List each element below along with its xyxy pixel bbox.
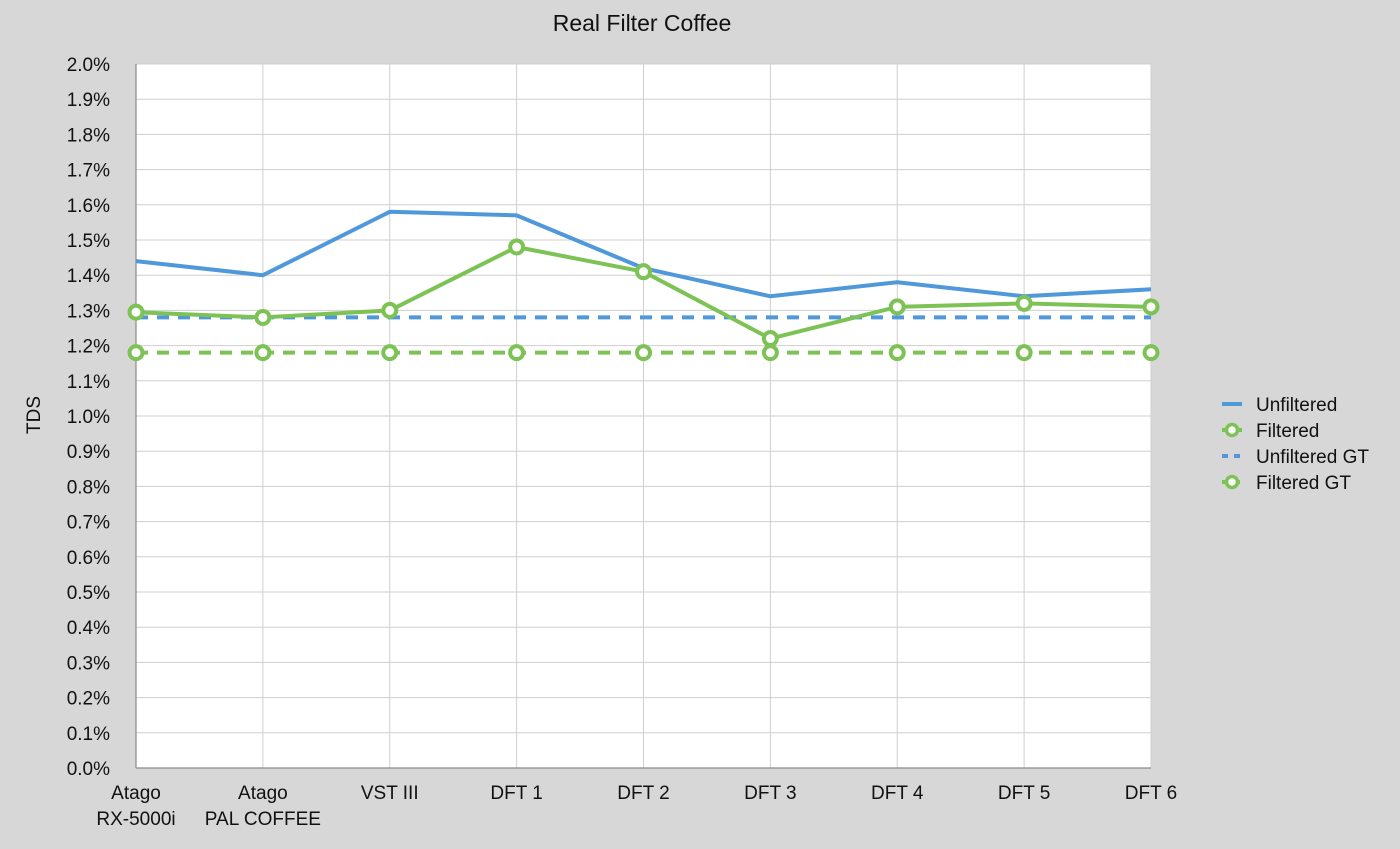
- y-tick-label: 1.0%: [67, 407, 110, 428]
- y-tick-labels: 0.0% 0.1% 0.2% 0.3% 0.4% 0.5% 0.6% 0.7% 0.8% 0.9%…: [67, 55, 110, 780]
- y-tick-label: 1.1%: [67, 372, 110, 393]
- y-tick-label: 1.8%: [67, 125, 110, 146]
- y-tick-label: 0.2%: [67, 689, 110, 710]
- y-tick-label: 1.3%: [67, 301, 110, 322]
- data-point-filtered: [508, 238, 526, 256]
- data-point-filtered-gt: [888, 344, 906, 362]
- x-tick-label: DFT 5: [998, 783, 1050, 804]
- data-point-filtered-gt: [635, 344, 652, 362]
- y-tick-label: 0.5%: [67, 583, 110, 604]
- chart-title: Real Filter Coffee: [553, 10, 732, 36]
- legend-label: Unfiltered GT: [1256, 447, 1369, 468]
- data-point-filtered: [127, 303, 145, 321]
- legend-label: Filtered: [1256, 421, 1319, 442]
- x-tick-labels: Atago RX-5000i Atago PAL COFFEE VST III DFT 1…: [96, 783, 1177, 830]
- y-axis-label: TDS: [24, 396, 45, 434]
- y-tick-label: 1.2%: [67, 337, 110, 358]
- y-tick-label: 1.4%: [67, 266, 110, 287]
- x-tick-label: DFT 2: [617, 783, 669, 804]
- y-tick-label: 1.6%: [67, 196, 110, 217]
- data-point-filtered: [1142, 298, 1160, 316]
- data-point-filtered: [635, 263, 652, 281]
- y-tick-label: 0.4%: [67, 618, 110, 639]
- gridlines: [135, 63, 1152, 769]
- x-tick-label: PAL COFFEE: [205, 809, 321, 830]
- data-point-filtered-gt: [1015, 344, 1033, 362]
- y-tick-label: 0.3%: [67, 653, 110, 674]
- y-tick-label: 0.0%: [67, 759, 110, 780]
- y-tick-label: 0.8%: [67, 477, 110, 498]
- data-point-filtered: [761, 330, 779, 348]
- legend-marker: [1224, 474, 1240, 490]
- data-point-filtered-gt: [254, 344, 272, 362]
- data-point-filtered: [381, 301, 399, 319]
- y-tick-label: 1.9%: [67, 90, 110, 111]
- data-point-filtered-gt: [127, 344, 145, 362]
- x-tick-label: Atago: [238, 783, 288, 804]
- data-point-filtered-gt: [381, 344, 399, 362]
- y-tick-label: 0.1%: [67, 724, 110, 745]
- x-tick-label: RX-5000i: [96, 809, 175, 830]
- data-point-filtered: [888, 298, 906, 316]
- legend-label: Filtered GT: [1256, 473, 1351, 494]
- x-tick-label: VST III: [361, 783, 419, 804]
- y-tick-label: 1.7%: [67, 161, 110, 182]
- data-point-filtered: [254, 308, 272, 326]
- legend-label: Unfiltered: [1256, 395, 1337, 416]
- y-tick-label: 1.5%: [67, 231, 110, 252]
- y-tick-label: 0.9%: [67, 442, 110, 463]
- data-point-filtered-gt: [761, 344, 779, 362]
- x-tick-label: DFT 1: [490, 783, 542, 804]
- series-layer: [127, 209, 1160, 362]
- x-tick-label: DFT 3: [744, 783, 796, 804]
- x-tick-label: Atago: [111, 783, 161, 804]
- y-tick-label: 2.0%: [67, 55, 110, 76]
- legend: Unfiltered Filtered Unfiltered GT Filtered …: [1222, 395, 1369, 494]
- data-point-filtered-gt: [508, 344, 526, 362]
- y-tick-label: 0.7%: [67, 513, 110, 534]
- x-tick-label: DFT 6: [1125, 783, 1177, 804]
- legend-marker: [1224, 422, 1240, 438]
- data-point-filtered: [1015, 294, 1033, 312]
- y-tick-label: 0.6%: [67, 548, 110, 569]
- data-point-filtered-gt: [1142, 344, 1160, 362]
- x-tick-label: DFT 4: [871, 783, 924, 804]
